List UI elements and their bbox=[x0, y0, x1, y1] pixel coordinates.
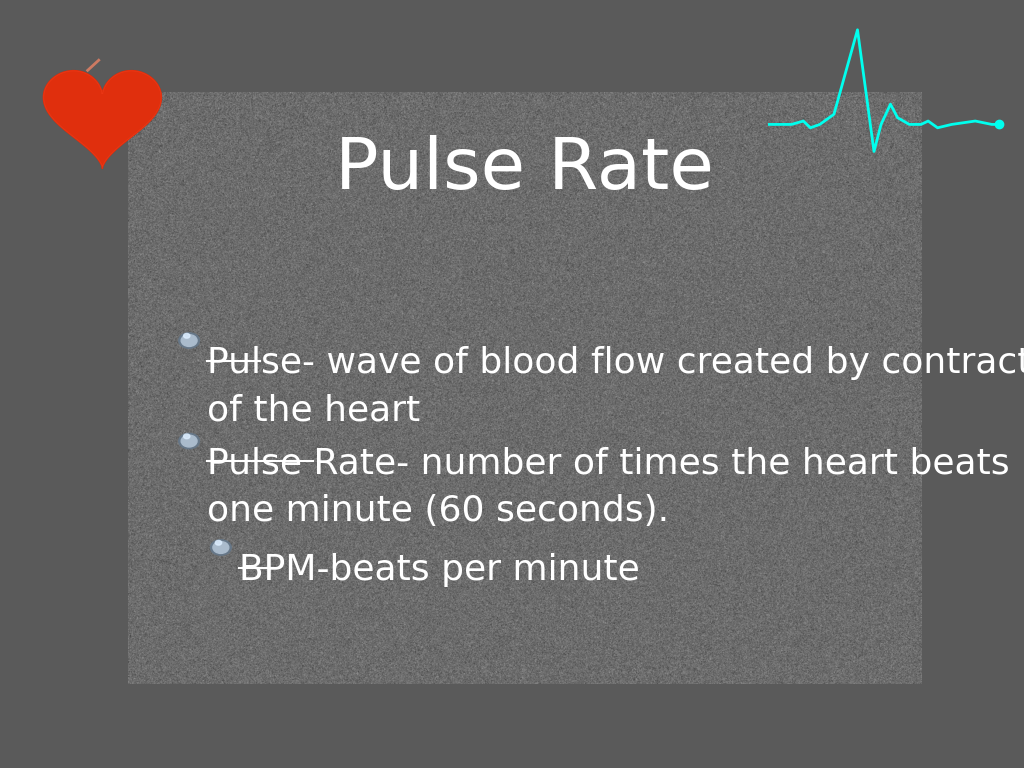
Circle shape bbox=[213, 541, 228, 554]
Text: Pulse Rate: Pulse Rate bbox=[336, 134, 714, 204]
Text: Pulse Rate- number of times the heart beats in
one minute (60 seconds).: Pulse Rate- number of times the heart be… bbox=[207, 447, 1024, 528]
Text: BPM-beats per minute: BPM-beats per minute bbox=[240, 554, 640, 588]
Circle shape bbox=[215, 541, 221, 545]
Circle shape bbox=[181, 335, 197, 346]
Circle shape bbox=[179, 333, 200, 348]
Circle shape bbox=[211, 540, 231, 555]
Circle shape bbox=[183, 333, 189, 338]
Polygon shape bbox=[43, 71, 162, 168]
Circle shape bbox=[181, 435, 197, 447]
Polygon shape bbox=[43, 71, 162, 168]
Text: Pulse- wave of blood flow created by contraction
of the heart: Pulse- wave of blood flow created by con… bbox=[207, 346, 1024, 428]
Circle shape bbox=[183, 434, 189, 439]
Circle shape bbox=[179, 433, 200, 449]
